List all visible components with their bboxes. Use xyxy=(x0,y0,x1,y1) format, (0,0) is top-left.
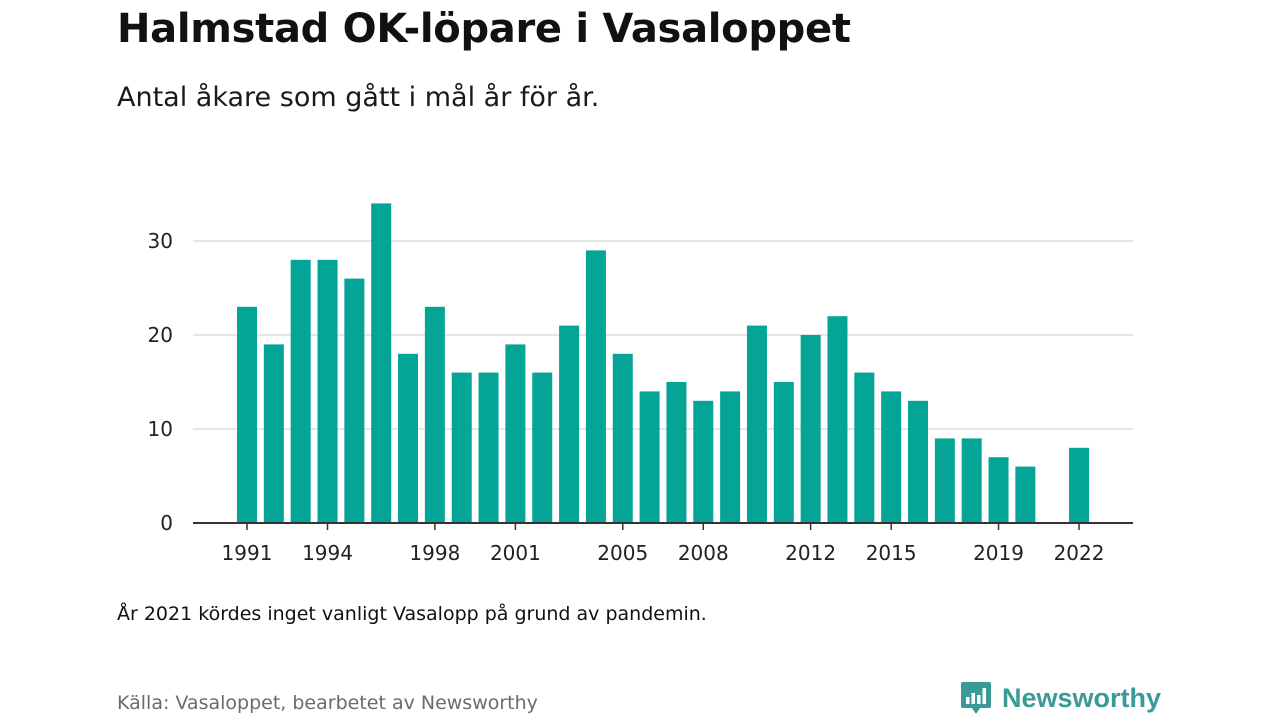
bar-1995 xyxy=(344,278,365,523)
chart-footnote: År 2021 kördes inget vanligt Vasalopp på… xyxy=(117,603,707,625)
bar-chart: 0 10 20 30 1991 1994 1998 2001 2005 2008 2012 2015… xyxy=(148,203,1133,565)
bar-2009 xyxy=(720,391,741,523)
bar-2002 xyxy=(532,372,553,523)
bar-1991 xyxy=(237,306,257,523)
bar-2000 xyxy=(478,372,499,523)
bar-2018 xyxy=(961,438,982,523)
bars xyxy=(237,203,1090,523)
chart-title: Halmstad OK-löpare i Vasaloppet xyxy=(117,6,851,52)
brand-name: Newsworthy xyxy=(1002,682,1162,713)
bar-1999 xyxy=(451,372,472,523)
bar-2007 xyxy=(666,382,687,523)
bar-1992 xyxy=(263,344,284,523)
bar-2016 xyxy=(908,400,928,523)
x-tick-label: 2008 xyxy=(678,541,729,565)
bar-2011 xyxy=(773,382,794,523)
bar-2013 xyxy=(827,316,848,523)
x-tick-label: 1994 xyxy=(302,541,353,565)
x-tick-label: 2001 xyxy=(490,541,541,565)
bar-1996 xyxy=(371,203,392,523)
bar-2015 xyxy=(881,391,902,523)
bar-2014 xyxy=(854,372,875,523)
bar-2022 xyxy=(1069,447,1090,523)
bar-1998 xyxy=(424,306,445,523)
x-axis-tick-labels: 1991 1994 1998 2001 2005 2008 2012 2015 2019 2022 xyxy=(222,541,1105,565)
x-tick-label: 2005 xyxy=(597,541,648,565)
bar-2004 xyxy=(585,250,606,523)
bar-2008 xyxy=(693,400,714,523)
bar-1993 xyxy=(290,259,311,523)
y-tick-label: 10 xyxy=(148,417,173,441)
chart-subtitle: Antal åkare som gått i mål år för år. xyxy=(117,82,600,113)
bar-2017 xyxy=(934,438,955,523)
bar-2020 xyxy=(1015,466,1036,523)
y-tick-label: 30 xyxy=(148,229,173,253)
bar-2003 xyxy=(559,325,580,523)
bar-2006 xyxy=(639,391,660,523)
x-tick-label: 2022 xyxy=(1054,541,1105,565)
x-tick-label: 2019 xyxy=(973,541,1024,565)
source-credit: Källa: Vasaloppet, bearbetet av Newswort… xyxy=(117,692,538,714)
x-tick-label: 1991 xyxy=(222,541,273,565)
newsworthy-brand: Newsworthy xyxy=(960,680,1161,716)
y-tick-label: 20 xyxy=(148,323,173,347)
bar-1994 xyxy=(317,259,338,523)
bar-2010 xyxy=(746,325,767,523)
bar-1997 xyxy=(398,353,419,523)
x-tick-label: 1998 xyxy=(409,541,460,565)
x-axis-ticks xyxy=(246,523,1080,530)
x-tick-label: 2015 xyxy=(866,541,917,565)
bar-2005 xyxy=(612,353,633,523)
y-axis-tick-labels: 0 10 20 30 xyxy=(148,229,173,535)
x-tick-label: 2012 xyxy=(785,541,836,565)
bar-2001 xyxy=(505,344,526,523)
newsworthy-logo-icon xyxy=(961,682,991,714)
bar-2012 xyxy=(800,335,821,523)
y-tick-label: 0 xyxy=(160,511,173,535)
bar-2019 xyxy=(988,457,1009,523)
